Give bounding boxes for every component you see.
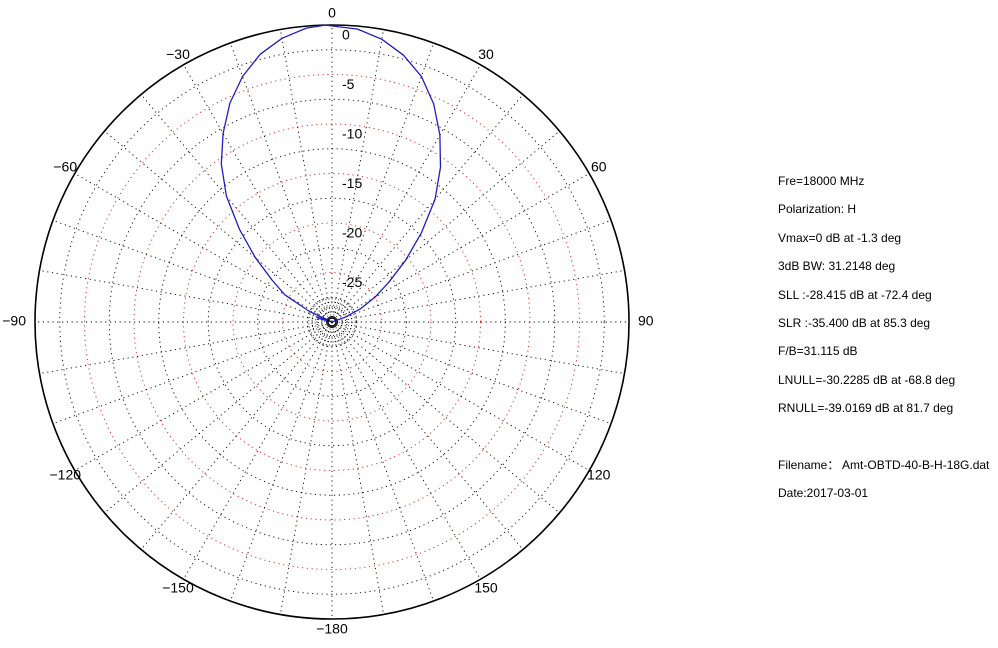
angle-tick-label: −60	[53, 159, 77, 175]
angle-tick-label: 30	[478, 46, 494, 62]
angle-tick-label: 120	[587, 467, 611, 483]
lnull-label: LNULL=-30.2285 dB at -68.8 deg	[778, 372, 956, 387]
db-grid-ring	[84, 74, 580, 570]
center-grid-ring	[324, 314, 340, 330]
slr-label: SLR :-35.400 dB at 85.3 deg	[778, 316, 931, 331]
angle-grid-spoke	[39, 321, 333, 375]
angle-tick-label: 0	[328, 5, 336, 21]
radial-tick-label: -10	[342, 126, 362, 142]
filename-label: Filename： Amt-OBTD-40-B-H-18G.dat	[778, 457, 990, 472]
angle-grid-spoke	[52, 321, 333, 425]
polar-pattern-chart: 0 30 60 90 120 150 −180 −150 −120 −90 −60 −30 0 -5 -10…	[2, 5, 654, 637]
angle-grid-spoke	[39, 269, 333, 323]
angle-grid-spoke	[229, 42, 333, 323]
date-label: Date:2017-03-01	[778, 486, 869, 501]
db-grid-ring	[232, 222, 432, 422]
center-marker	[327, 317, 337, 327]
db-grid-ring	[183, 173, 481, 471]
radial-tick-label: -5	[342, 76, 355, 92]
angle-tick-label: −120	[49, 467, 81, 483]
angle-grid-spoke	[279, 321, 333, 615]
center-grid-ring	[314, 304, 350, 340]
angle-tick-label: −150	[162, 579, 194, 595]
sll-label: SLL :-28.415 dB at -72.4 deg	[778, 287, 932, 302]
radial-tick-label: -25	[342, 274, 362, 290]
outer-boundary-circle	[34, 24, 630, 620]
radial-tick-label: 0	[342, 27, 350, 43]
vmax-label: Vmax=0 dB at -1.3 deg	[778, 230, 902, 245]
minor-grid-ring	[257, 247, 407, 397]
radial-tick-label: -15	[342, 175, 362, 191]
angle-tick-label: 150	[474, 579, 498, 595]
center-grid-ring	[308, 298, 356, 346]
rnull-label: RNULL=-39.0169 dB at 81.7 deg	[778, 401, 954, 416]
angle-grid-spoke	[331, 130, 560, 323]
minor-grid-ring	[207, 197, 457, 447]
center-grid-ring	[317, 307, 346, 336]
angle-grid-spoke	[229, 321, 333, 602]
angle-grid-spoke	[331, 321, 560, 514]
angle-grid-spoke	[331, 321, 435, 602]
angle-grid-spoke	[104, 321, 333, 514]
angle-grid-spoke	[52, 219, 333, 323]
spacer	[778, 423, 989, 451]
angle-grid-spoke	[331, 321, 612, 425]
minor-grid-ring	[59, 49, 605, 595]
pattern-series-line	[220, 24, 442, 323]
frequency-label: Fre=18000 MHz	[778, 174, 865, 188]
angle-tick-label: 60	[591, 159, 607, 175]
angle-tick-label: −30	[166, 46, 190, 62]
front-back-label: F/B=31.115 dB	[778, 344, 858, 359]
angle-tick-label: −180	[316, 621, 348, 637]
angle-tick-label: −90	[2, 313, 26, 329]
beamwidth-label: 3dB BW: 31.2148 deg	[778, 259, 896, 274]
radial-tick-label: -20	[342, 225, 362, 241]
angle-grid-spoke	[279, 29, 333, 323]
angle-tick-label: 90	[638, 313, 654, 329]
minor-grid-ring	[108, 98, 556, 546]
db-grid-ring	[282, 272, 382, 372]
angle-grid-spoke	[331, 219, 612, 323]
polarization-label: Polarization: H	[778, 202, 857, 217]
info-panel: Fre=18000 MHz Polarization: H Vmax=0 dB …	[778, 167, 989, 507]
angle-grid-spoke	[331, 321, 625, 375]
